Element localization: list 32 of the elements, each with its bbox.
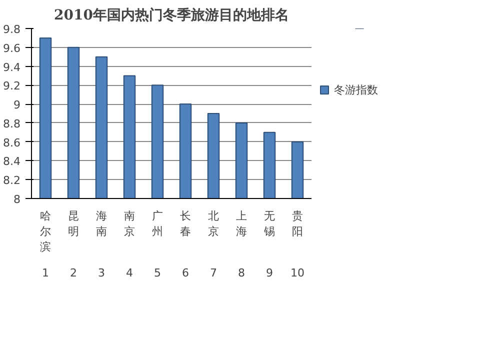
x-tick-label: 昆明 <box>68 210 79 238</box>
y-tick-label: 9 <box>14 98 20 112</box>
y-tick-label: 9.6 <box>3 42 21 55</box>
x-tick-label: 哈尔滨 <box>40 210 51 254</box>
text: 2 <box>70 266 77 280</box>
y-tick-label: 8.6 <box>3 136 21 150</box>
x-tick-label: 南京 <box>124 210 135 238</box>
x-tick-label: 无锡 <box>263 210 275 238</box>
x-tick-label: 贵阳 <box>292 210 303 238</box>
legend-label: 冬游指数 <box>334 82 378 98</box>
text: 4 <box>126 266 133 280</box>
x-tick-label: 广州 <box>152 210 163 238</box>
text: 5 <box>154 266 161 280</box>
text: 9 <box>266 266 273 280</box>
x-tick-label: 北京 <box>208 210 219 238</box>
y-tick-label: 9.8 <box>3 23 21 36</box>
y-tick-label: 8.4 <box>3 155 21 168</box>
chart-title: 2010年国内热门冬季旅游目的地排名 <box>54 6 289 24</box>
text: 8 <box>238 266 245 280</box>
y-tick-label: 8.8 <box>3 117 21 130</box>
text: 6 <box>182 266 189 280</box>
x-tick-label: 海南 <box>96 210 107 238</box>
x-tick-label: 上海 <box>236 210 247 238</box>
text: 3 <box>98 266 105 280</box>
text: 7 <box>210 266 217 280</box>
x-tick-label: 长春 <box>180 210 191 238</box>
y-tick-label: 8.2 <box>3 174 21 188</box>
y-tick-label: 8 <box>14 193 20 206</box>
text: 1 <box>42 266 49 280</box>
text: 10 <box>290 266 304 280</box>
y-tick-label: 9.4 <box>3 60 21 74</box>
y-tick-label: 9.2 <box>3 80 21 93</box>
